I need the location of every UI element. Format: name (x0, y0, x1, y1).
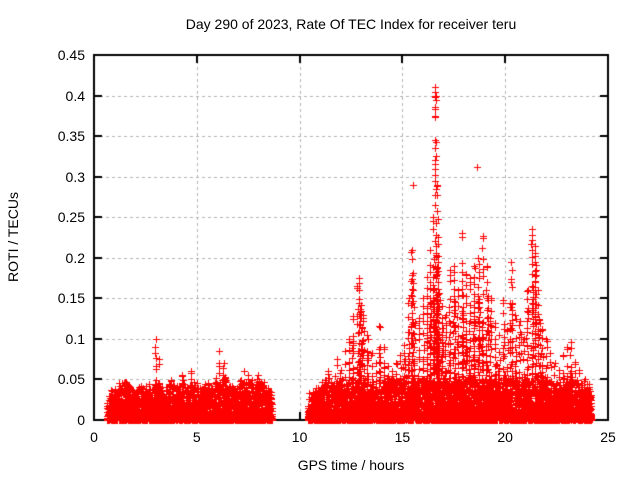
x-tick-label: 25 (600, 429, 616, 445)
y-tick-label: 0 (77, 412, 85, 428)
y-tick-label: 0.15 (57, 290, 85, 307)
y-tick-label: 0.05 (57, 371, 85, 388)
y-tick-label: 0.25 (57, 209, 85, 226)
y-tick-label: 0.1 (65, 330, 85, 347)
y-tick-label: 0.45 (57, 47, 85, 63)
y-tick-label: 0.3 (65, 168, 85, 185)
x-tick-label: 15 (394, 429, 411, 445)
x-axis-label: GPS time / hours (297, 457, 405, 473)
y-axis-label: ROTI / TECUs (5, 192, 21, 282)
x-tick-label: 10 (291, 429, 308, 445)
x-tick-label: 20 (497, 429, 513, 445)
x-tick-label: 0 (90, 429, 98, 445)
chart-title: Day 290 of 2023, Rate Of TEC Index for r… (185, 16, 517, 32)
y-tick-label: 0.35 (57, 128, 85, 145)
y-tick-label: 0.4 (65, 87, 85, 104)
x-tick-label: 5 (192, 429, 201, 445)
y-tick-label: 0.2 (65, 249, 85, 266)
